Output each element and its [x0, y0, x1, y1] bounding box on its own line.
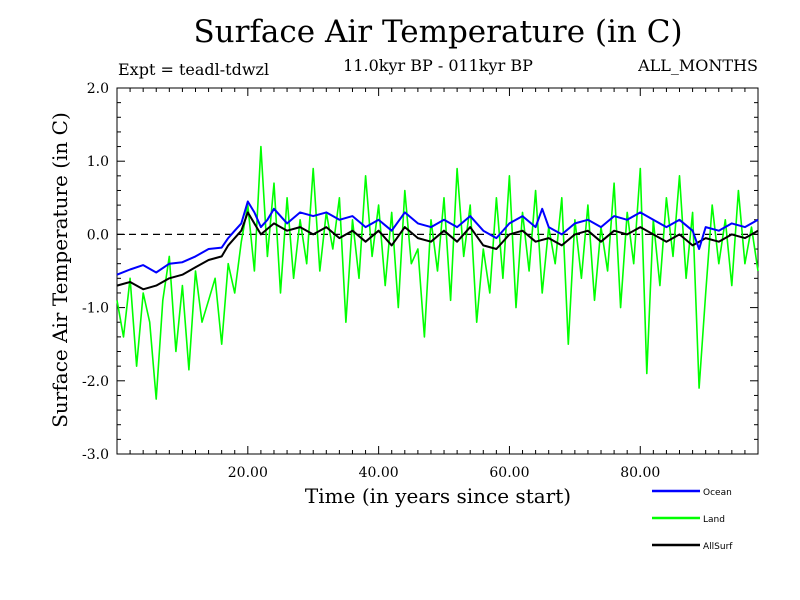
series-line-land	[116, 145, 759, 400]
chart-title: Surface Air Temperature (in C)	[193, 14, 683, 50]
series-line-allsurf	[116, 211, 759, 291]
experiment-label: Expt = teadl-tdwzl	[118, 60, 270, 79]
legend-label-land: Land	[703, 515, 725, 525]
x-tick-label: 20.00	[228, 465, 268, 481]
x-axis-label: Time (in years since start)	[304, 484, 572, 508]
x-tick-label: 60.00	[489, 465, 529, 481]
legend-label-allsurf: AllSurf	[703, 542, 733, 552]
y-tick-label: 1.0	[87, 154, 109, 170]
y-tick-label: 2.0	[87, 81, 109, 97]
x-tick-label: 40.00	[359, 465, 399, 481]
period-label: 11.0kyr BP - 011kyr BP	[343, 56, 533, 75]
y-tick-label: -3.0	[82, 447, 109, 463]
legend-label-ocean: Ocean	[703, 488, 732, 498]
months-label: ALL_MONTHS	[638, 56, 758, 75]
y-tick-label: -2.0	[82, 374, 109, 390]
x-tick-label: 80.00	[620, 465, 660, 481]
y-tick-label: -1.0	[82, 301, 109, 317]
series-line-ocean	[116, 200, 759, 276]
y-tick-label: 0.0	[87, 227, 109, 243]
